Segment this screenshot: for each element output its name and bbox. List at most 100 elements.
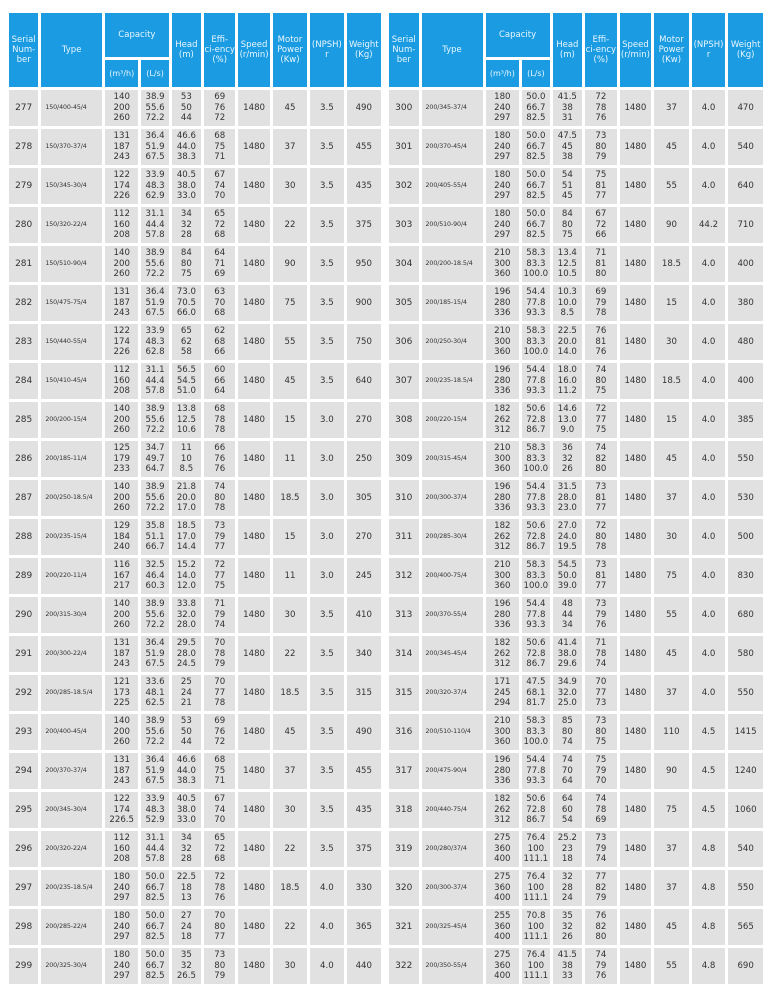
cell-weight: 455 — [346, 753, 381, 789]
cell-head-value: 45 — [561, 141, 573, 152]
cell-speed: 1480 — [238, 441, 270, 477]
cell-head-value: 32 — [180, 219, 192, 230]
cell-npsh: 4.0 — [691, 636, 726, 672]
cell-m3h: 180 240 297 — [485, 168, 520, 204]
cell-eff-value: 82 — [595, 882, 607, 893]
cell-eff-value: 75 — [595, 737, 607, 748]
cell-eff: 64 71 69 — [204, 246, 236, 282]
cell-type: 200/220-11/4 — [41, 558, 103, 594]
cell-serial: 282 — [9, 285, 39, 321]
cell-ls-value: 93.3 — [526, 620, 546, 631]
cell-eff-value: 67 — [214, 170, 226, 181]
cell-ls-value: 100.0 — [523, 269, 549, 280]
cell-eff: 73 81 77 — [585, 558, 617, 594]
cell-type: 200/440-75/4 — [421, 792, 483, 828]
cell-ls-value: 100.0 — [523, 581, 549, 592]
table-row: 294 200/370-37/4 131 187 243 36.4 51.9 67.5 46.6… — [9, 753, 381, 789]
cell-eff-value: 71 — [214, 599, 226, 610]
cell-ls-value: 86.7 — [526, 425, 546, 436]
header-eff: Effi- ci-ency (%) — [204, 13, 236, 87]
cell-head-value: 27 — [180, 911, 192, 922]
cell-head: 32 28 24 — [552, 870, 583, 906]
cell-ls-value: 62.8 — [145, 347, 165, 358]
cell-head-value: 17.0 — [176, 531, 196, 542]
cell-m3h-value: 122 — [113, 170, 130, 181]
cell-weight: 435 — [346, 168, 381, 204]
cell-type: 200/200-18.5/4 — [421, 246, 483, 282]
cell-speed: 1480 — [619, 441, 652, 477]
cell-eff-value: 78 — [214, 882, 226, 893]
cell-ls-value: 72.2 — [145, 425, 165, 436]
cell-type: 200/300-37/4 — [421, 480, 483, 516]
cell-ls-value: 36.4 — [145, 755, 165, 766]
cell-serial: 288 — [9, 519, 39, 555]
cell-m3h: 182 262 312 — [485, 402, 520, 438]
cell-ls-value: 111.1 — [523, 854, 549, 865]
cell-ls-value: 55.6 — [145, 492, 165, 503]
cell-eff-value: 76 — [214, 893, 226, 904]
cell-head-value: 16.0 — [557, 375, 577, 386]
cell-ls-value: 55.6 — [145, 414, 165, 425]
cell-head-value: 26 — [561, 464, 573, 475]
cell-speed: 1480 — [619, 909, 652, 945]
table-row: 300 200/345-37/4 180 240 297 50.0 66.7 82.5 41.5… — [389, 90, 763, 126]
cell-eff-value: 60 — [214, 365, 226, 376]
cell-ls-value: 58.3 — [526, 560, 546, 571]
cell-ls: 33.6 48.1 62.5 — [141, 675, 169, 711]
cell-head-value: 9.0 — [560, 425, 575, 436]
cell-head-value: 34 — [561, 620, 573, 631]
cell-speed: 1480 — [238, 363, 270, 399]
table-row: 315 200/320-37/4 171 245 294 47.5 68.1 81.7 34.9… — [389, 675, 763, 711]
cell-head-value: 13.8 — [176, 404, 196, 415]
cell-m3h-value: 140 — [113, 404, 130, 415]
cell-m3h-value: 140 — [113, 599, 130, 610]
cell-serial: 290 — [9, 597, 39, 633]
cell-eff-value: 81 — [595, 492, 607, 503]
table-row: 290 200/315-30/4 140 200 260 38.9 55.6 72.2 33.8… — [9, 597, 381, 633]
table-row: 319 200/280/37/4 275 360 400 76.4 100 111.1 25.2… — [389, 831, 763, 867]
cell-serial: 293 — [9, 714, 39, 750]
cell-npsh: 3.5 — [310, 675, 344, 711]
cell-m3h-value: 243 — [113, 152, 130, 163]
cell-serial: 279 — [9, 168, 39, 204]
cell-head-value: 38.3 — [176, 152, 196, 163]
cell-ls: 38.9 55.6 72.2 — [141, 597, 169, 633]
cell-eff: 76 81 76 — [585, 324, 617, 360]
cell-m3h: 131 187 243 — [105, 129, 139, 165]
cell-ls: 36.4 51.9 67.5 — [141, 753, 169, 789]
cell-head-value: 17.0 — [176, 503, 196, 514]
cell-type: 200/370-55/4 — [421, 597, 483, 633]
cell-eff-value: 73 — [595, 833, 607, 844]
cell-type: 200/250-30/4 — [421, 324, 483, 360]
cell-type: 200/185-15/4 — [421, 285, 483, 321]
cell-head-value: 11.2 — [557, 386, 577, 397]
cell-eff-value: 70 — [595, 677, 607, 688]
cell-speed: 1480 — [238, 90, 270, 126]
table-row: 280 150/320-22/4 112 160 208 31.1 44.4 57.8 34 32… — [9, 207, 381, 243]
cell-eff-value: 62 — [214, 326, 226, 337]
cell-ls: 50.0 66.7 82.5 — [141, 870, 169, 906]
cell-head-value: 84 — [180, 248, 192, 259]
cell-ls-value: 50.0 — [526, 170, 546, 181]
cell-m3h-value: 210 — [494, 443, 511, 454]
cell-power: 45 — [272, 714, 308, 750]
cell-head: 21.8 20.0 17.0 — [171, 480, 202, 516]
cell-eff-value: 72 — [214, 843, 226, 854]
header-subrow: (m³/h) (L/s) — [9, 60, 381, 87]
cell-eff-value: 64 — [214, 248, 226, 259]
cell-power: 37 — [654, 675, 689, 711]
cell-eff-value: 75 — [595, 425, 607, 436]
cell-m3h: 131 187 243 — [105, 753, 139, 789]
cell-head-value: 32.0 — [557, 687, 577, 698]
cell-serial: 320 — [389, 870, 419, 906]
cell-type: 200/285-18.5/4 — [41, 675, 103, 711]
cell-m3h-value: 260 — [113, 503, 130, 514]
cell-ls: 76.4 100 111.1 — [522, 831, 550, 867]
cell-npsh: 4.0 — [691, 441, 726, 477]
cell-m3h-value: 297 — [494, 152, 511, 163]
cell-head: 73.0 70.5 66.0 — [171, 285, 202, 321]
cell-head-value: 18.5 — [176, 521, 196, 532]
cell-ls-value: 64.7 — [145, 464, 165, 475]
cell-ls-value: 38.9 — [145, 482, 165, 493]
cell-head-value: 44 — [561, 609, 573, 620]
